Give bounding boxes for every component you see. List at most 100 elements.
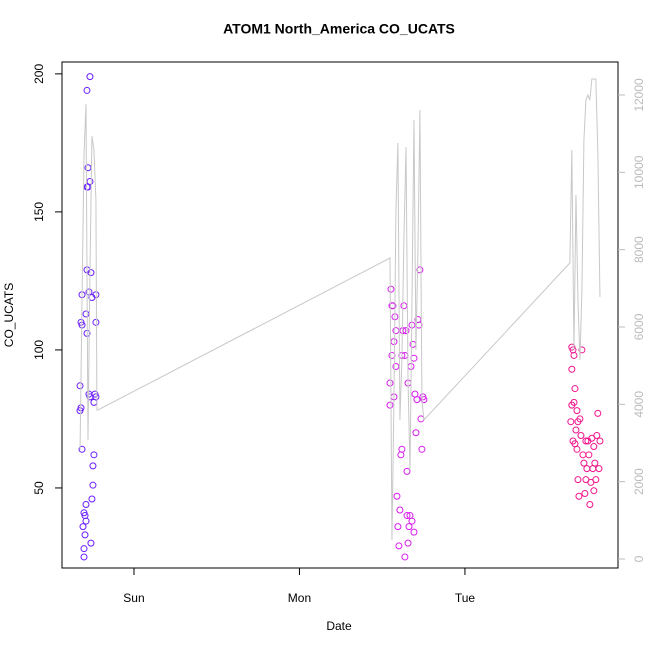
point [82,517,90,525]
y-tick-label: 150 [32,202,46,222]
point [398,445,406,453]
point [88,495,96,503]
point [579,451,587,459]
point [408,517,416,525]
point [386,401,394,409]
point [92,318,100,326]
point [76,382,84,390]
point [593,431,601,439]
point [81,531,89,539]
point [87,269,95,277]
point [568,365,576,373]
x-tick-label: Tue [455,591,476,605]
point [574,476,582,484]
point [85,288,93,296]
y2-tick-label: 4000 [632,391,646,418]
point [388,351,396,359]
y-tick-label: 100 [32,340,46,360]
point [396,506,404,514]
point [87,539,95,547]
point [578,346,586,354]
point [410,354,418,362]
point [570,398,578,406]
y2-tick-label: 10000 [632,155,646,189]
point [402,327,410,335]
point [401,553,409,561]
point [416,266,424,274]
x-tick-label: Mon [288,591,311,605]
point [595,465,603,473]
point [583,465,591,473]
plot-box [61,61,619,569]
point [405,523,413,531]
point [397,451,405,459]
point [77,318,85,326]
x-tick-label: Sun [123,591,144,605]
point [78,445,86,453]
line [79,78,601,541]
point [420,396,428,404]
point [575,492,583,500]
point [594,409,602,417]
point [393,492,401,500]
point [418,445,426,453]
point [417,415,425,423]
point [590,487,598,495]
point [577,431,585,439]
point [392,327,400,335]
point [412,429,420,437]
point [89,481,97,489]
point [92,393,100,401]
y-axis-label: CO_UCATS [2,283,16,347]
point [394,523,402,531]
point [572,426,580,434]
point [581,489,589,497]
point [80,545,88,553]
point [591,459,599,467]
y2-tick-label: 2000 [632,468,646,495]
y-tick-label: 200 [32,64,46,84]
point [580,459,588,467]
point [573,407,581,415]
point [86,73,94,81]
point [89,462,97,470]
point [395,542,403,550]
point [590,443,598,451]
point [413,396,421,404]
point [571,385,579,393]
point [86,178,94,186]
point [403,512,411,520]
point [409,340,417,348]
point [400,302,408,310]
point [573,445,581,453]
point [80,553,88,561]
point [570,351,578,359]
point [592,476,600,484]
point [390,338,398,346]
point [84,164,92,172]
y2-tick-label: 6000 [632,313,646,340]
point [82,501,90,509]
point [82,310,90,318]
point [404,539,412,547]
point [79,523,87,531]
point [567,418,575,426]
point [386,379,394,387]
y2-tick-label: 0 [632,555,646,562]
point [83,86,91,94]
point [596,437,604,445]
point [585,451,593,459]
point [387,285,395,293]
point [403,467,411,475]
chart-title: ATOM1 North_America CO_UCATS [223,21,455,37]
x-axis-label: Date [326,619,352,633]
point [582,437,590,445]
point [410,528,418,536]
point [586,501,594,509]
y2-tick-label: 12000 [632,78,646,112]
point [90,451,98,459]
y-tick-label: 50 [32,481,46,495]
y2-tick-label: 8000 [632,236,646,263]
point [574,418,582,426]
